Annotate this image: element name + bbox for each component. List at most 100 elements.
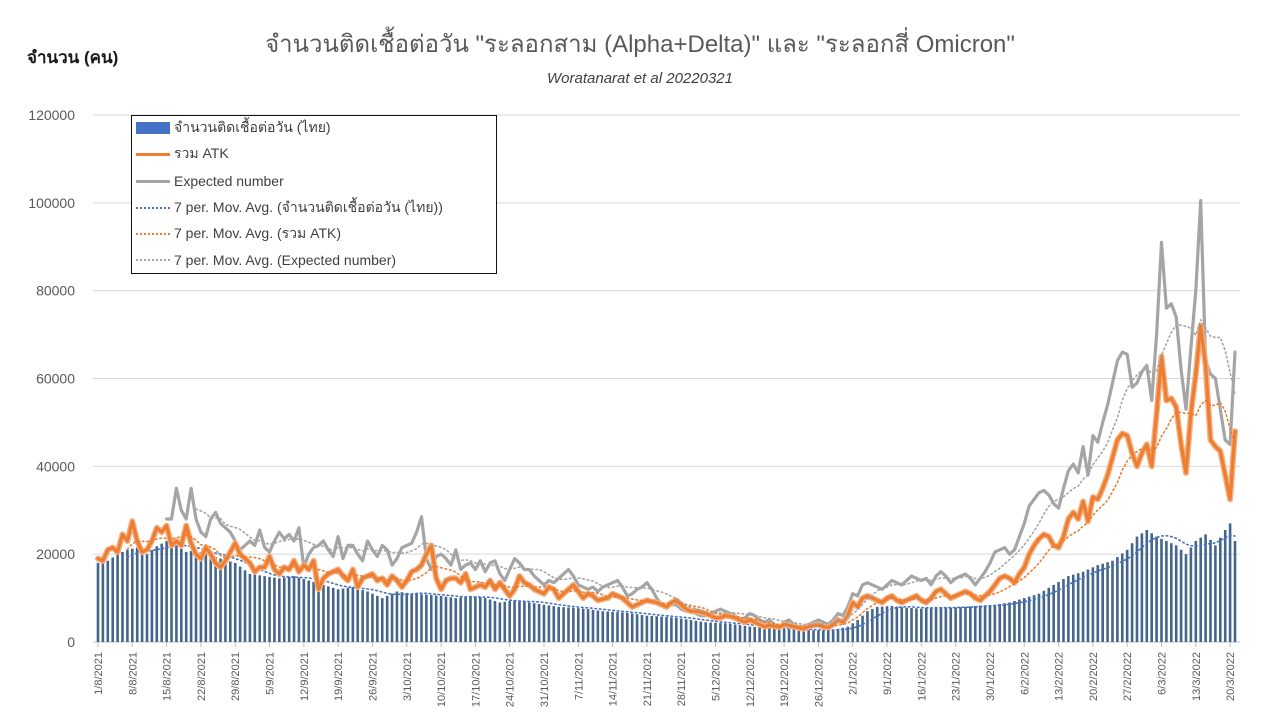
y-tick-label: 60000 [36,371,75,387]
bar [1150,533,1153,642]
bar [836,628,840,642]
bar [116,554,119,642]
x-tick-label: 26/9/2021 [367,652,379,701]
legend-dotted-swatch [136,259,170,261]
chart-legend: จำนวนติดเชื้อต่อวัน (ไทย) รวม ATK Expect… [131,115,497,274]
x-tick-label: 27/2/2022 [1122,652,1134,701]
x-tick-label: 2/1/2022 [848,652,860,695]
y-tick-label: 20000 [36,546,75,562]
bar [1199,537,1202,642]
bar [111,557,115,642]
bar [307,580,311,642]
bar [856,620,859,642]
x-tick-label: 19/9/2021 [333,652,345,701]
bar [1179,549,1183,642]
bar [395,591,399,642]
bar [464,596,467,642]
bar [1233,540,1237,642]
bar [336,589,340,642]
bar [238,566,242,642]
x-tick-label: 15/8/2021 [162,652,174,701]
bar [292,576,296,642]
x-tick-label: 6/3/2022 [1156,652,1168,695]
bar [180,548,183,642]
y-tick-label: 40000 [36,458,75,474]
bar [219,558,222,642]
bar [459,597,462,642]
bar [625,613,629,642]
bar [993,604,997,642]
bar [758,627,761,642]
legend-item-ma-daily: 7 per. Mov. Avg. (จำนวนติดเชื้อต่อวัน (ไ… [136,197,443,219]
bar [684,619,688,642]
bar [503,601,507,642]
bar [478,597,482,642]
x-tick-label: 5/9/2021 [265,652,277,695]
bar [606,611,609,642]
bar [537,603,541,642]
legend-bar-swatch [136,122,170,134]
bar [748,626,752,642]
bar [410,593,413,642]
bar [351,587,355,642]
bar [454,598,458,642]
bar [1209,539,1212,642]
legend-line-swatch [136,152,170,156]
bar [939,607,943,642]
bar [885,606,889,642]
bar [665,616,668,642]
bar [910,608,913,642]
bar [302,579,306,642]
bar [263,576,266,642]
bar [331,587,335,642]
bar [1130,543,1134,642]
bar [150,550,154,642]
bar [346,587,350,642]
bar [194,549,198,642]
y-tick-label: 80000 [36,283,75,299]
x-tick-label: 19/12/2021 [779,652,791,707]
x-tick-label: 24/10/2021 [505,652,517,707]
bar [449,597,453,642]
x-tick-label: 9/1/2022 [882,652,894,695]
x-tick-label: 31/10/2021 [539,652,551,707]
moving-average-atk-line [126,399,1236,628]
bar [376,595,379,642]
x-tick-label: 10/10/2021 [436,652,448,707]
bar [679,618,683,642]
bar [773,628,776,642]
legend-item-expected: Expected number [136,170,284,192]
bar [420,594,423,642]
x-tick-label: 6/2/2022 [1019,652,1031,695]
x-tick-label: 5/12/2021 [711,652,723,701]
bar [924,608,928,642]
x-tick-label: 3/10/2021 [402,652,414,701]
bar [817,630,820,642]
bar [1116,557,1119,642]
bar [1057,581,1060,642]
bar [630,613,634,642]
bar [297,577,301,642]
y-tick-label: 0 [67,634,75,650]
bar [934,606,938,642]
bar [312,581,315,642]
bar [699,621,703,642]
bar [1047,587,1051,642]
bar [258,575,262,642]
x-tick-label: 26/12/2021 [813,652,825,707]
bar [405,592,409,642]
bar [802,629,806,642]
bar [973,605,977,642]
bar [826,629,830,642]
bar [988,604,992,642]
bar [1169,543,1173,642]
x-tick-label: 20/2/2022 [1088,652,1100,701]
bar [341,588,345,642]
bar [1165,540,1168,642]
bar [439,595,443,642]
bar [380,598,384,642]
bar [1091,567,1095,642]
bar [1214,545,1217,642]
bar [601,611,605,642]
bar [145,554,149,642]
